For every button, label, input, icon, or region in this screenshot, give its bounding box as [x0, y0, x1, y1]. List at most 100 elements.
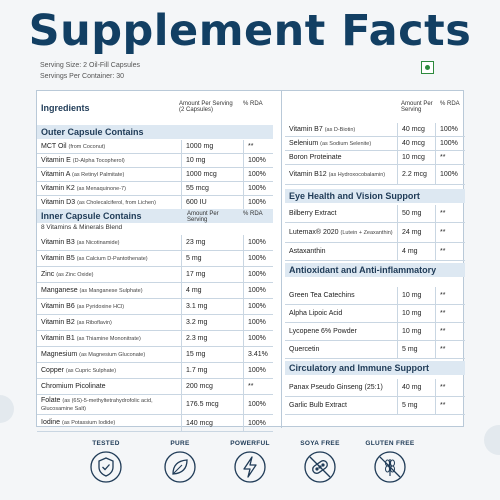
ingredient-cell: Chromium Picolinate — [37, 383, 181, 391]
table-row: Vitamin B5 (as Calcium D-Pantothenate) 5 … — [37, 251, 273, 267]
rda-cell: 3.41% — [243, 347, 273, 362]
outer-capsule-title: Outer Capsule Contains — [37, 125, 273, 139]
rda-header: % RDA — [243, 101, 263, 107]
table-row: Chromium Picolinate 200 mcg ** — [37, 379, 273, 395]
badge-tested: TESTED — [76, 440, 136, 484]
badge-label: SOYA FREE — [300, 440, 340, 447]
inner-capsule-subtitle: 8 Vitamins & Minerals Blend — [41, 224, 123, 231]
rda-cell: ** — [435, 397, 465, 414]
ingredient-name: Vitamin A — [41, 170, 71, 178]
ingredient-note: (as Manganese Sulphate) — [79, 287, 143, 294]
badge-label: PURE — [170, 440, 190, 447]
amount-cell: 55 mcg — [181, 182, 243, 195]
gluten-free-icon — [374, 451, 406, 483]
ingredient-cell: Vitamin B5 (as Calcium D-Pantothenate) — [37, 255, 181, 263]
ingredient-note: (as Cupric Sulphate) — [65, 367, 117, 374]
ingredient-cell: Magnesium (as Magnesium Gluconate) — [37, 351, 181, 359]
inner-amount-header: Amount Per Serving — [187, 211, 219, 223]
amount-cell: 17 mg — [181, 267, 243, 282]
table-row: Magnesium (as Magnesium Gluconate) 15 mg 3… — [37, 347, 273, 363]
right-rda-header: % RDA — [440, 101, 460, 107]
right-amount-header: Amount Per Serving — [401, 101, 433, 113]
ingredient-cell: Vitamin B2 (as Riboflavin) — [37, 319, 181, 327]
badge-label: TESTED — [92, 440, 120, 447]
table-row: Vitamin D3 (as Cholecalciferol, from Lic… — [37, 196, 273, 210]
ingredient-name: Chromium Picolinate — [41, 382, 106, 390]
ingredient-cell: Selenium (as Sodium Selenite) — [285, 140, 397, 148]
rda-cell: 100% — [243, 283, 273, 298]
rda-cell: ** — [435, 205, 465, 222]
table-row: Green Tea Catechins 10 mg ** — [285, 287, 465, 305]
ingredient-cell: Zinc (as Zinc Oxide) — [37, 271, 181, 279]
amount-cell: 1000 mg — [181, 140, 243, 153]
ingredient-name: Vitamin K2 — [41, 184, 75, 192]
rda-cell: 100% — [243, 331, 273, 346]
amount-cell: 15 mg — [181, 347, 243, 362]
ingredient-cell: Vitamin B6 (as Pyridoxine HCl) — [37, 303, 181, 311]
amount-cell: 5 mg — [397, 397, 435, 414]
ingredient-cell: Lutemax® 2020 (Lutein + Zeaxanthin) — [285, 229, 397, 237]
table-row: Vitamin A (as Retinyl Palmitate) 1000 mcg… — [37, 168, 273, 182]
ingredient-cell: Manganese (as Manganese Sulphate) — [37, 287, 181, 295]
ingredient-name: Astaxanthin — [289, 247, 326, 255]
ingredient-name: Vitamin B12 — [289, 170, 327, 178]
ingredient-name: Vitamin B6 — [41, 302, 75, 310]
ingredient-cell: Garlic Bulb Extract — [285, 402, 397, 410]
amount-cell: 10 mg — [397, 305, 435, 322]
ingredient-name: Magnesium — [41, 350, 78, 358]
amount-cell: 4 mg — [181, 283, 243, 298]
rda-cell: ** — [435, 243, 465, 260]
rda-cell: 100% — [243, 251, 273, 266]
ingredient-name: Vitamin B5 — [41, 254, 75, 262]
table-row: Vitamin B12 (as Hydroxocobalamin) 2.2 mcg… — [285, 165, 465, 185]
inner-capsule-title: Inner Capsule Contains — [37, 209, 273, 223]
badge-powerful: POWERFUL — [220, 440, 280, 484]
rda-cell: ** — [435, 323, 465, 340]
circulatory-title: Circulatory and Immune Support — [285, 361, 465, 375]
amount-cell: 40 mcg — [397, 123, 435, 136]
ingredient-cell: Vitamin E (D-Alpha Tocopherol) — [37, 157, 181, 165]
amount-cell: 4 mg — [397, 243, 435, 260]
table-row: Vitamin B7 (as D-Biotin) 40 mcg 100% — [285, 123, 465, 137]
ingredient-cell: Vitamin B1 (as Thiamine Mononitrate) — [37, 335, 181, 343]
rda-cell: 100% — [243, 415, 273, 431]
amount-cell: 2.3 mg — [181, 331, 243, 346]
ingredient-note: (as Magnesium Gluconate) — [79, 351, 146, 358]
amount-cell: 10 mg — [397, 323, 435, 340]
ingredient-cell: Vitamin B12 (as Hydroxocobalamin) — [285, 171, 397, 179]
amount-cell: 3.1 mg — [181, 299, 243, 314]
amount-cell: 1000 mcg — [181, 168, 243, 181]
ingredient-name: Vitamin B1 — [41, 334, 75, 342]
ingredient-cell: Quercetin — [285, 346, 397, 354]
ingredient-cell: MCT Oil (from Coconut) — [37, 143, 181, 151]
amount-cell: 23 mg — [181, 235, 243, 250]
table-row: Vitamin E (D-Alpha Tocopherol) 10 mg 100% — [37, 154, 273, 168]
amount-cell: 10 mg — [181, 154, 243, 167]
shield-check-icon — [90, 451, 122, 483]
ingredient-note: (as Potassium Iodide) — [62, 420, 116, 427]
ingredient-note: (from Coconut) — [68, 143, 106, 150]
table-row: Astaxanthin 4 mg ** — [285, 243, 465, 261]
badge-gluten-free: GLUTEN FREE — [360, 440, 420, 484]
ingredient-cell: Vitamin B3 (as Nicotinamide) — [37, 239, 181, 247]
badge-soya-free: SOYA FREE — [290, 440, 350, 484]
table-row: Copper (as Cupric Sulphate) 1.7 mg 100% — [37, 363, 273, 379]
rda-cell: 100% — [243, 182, 273, 195]
rda-cell: 100% — [243, 363, 273, 378]
rda-cell: 100% — [435, 137, 465, 150]
ingredient-note: (as Thiamine Mononitrate) — [76, 335, 141, 342]
ingredient-cell: Copper (as Cupric Sulphate) — [37, 367, 181, 375]
ingredient-note: (as Hydroxocobalamin) — [328, 171, 386, 178]
inner-rda-header: % RDA — [243, 211, 263, 217]
ingredient-cell: Astaxanthin — [285, 248, 397, 256]
ingredient-name: Garlic Bulb Extract — [289, 401, 347, 409]
ingredient-cell: Vitamin B7 (as D-Biotin) — [285, 126, 397, 134]
rda-cell: 100% — [243, 154, 273, 167]
table-row: MCT Oil (from Coconut) 1000 mg ** — [37, 140, 273, 154]
ingredient-cell: Iodine (as Potassium Iodide) — [37, 419, 181, 427]
ingredient-name: Bilberry Extract — [289, 209, 337, 217]
amount-cell: 600 IU — [181, 196, 243, 209]
amount-cell: 2.2 mcg — [397, 165, 435, 184]
rda-cell: ** — [435, 223, 465, 242]
ingredient-note: (as Sodium Selenite) — [320, 140, 372, 147]
